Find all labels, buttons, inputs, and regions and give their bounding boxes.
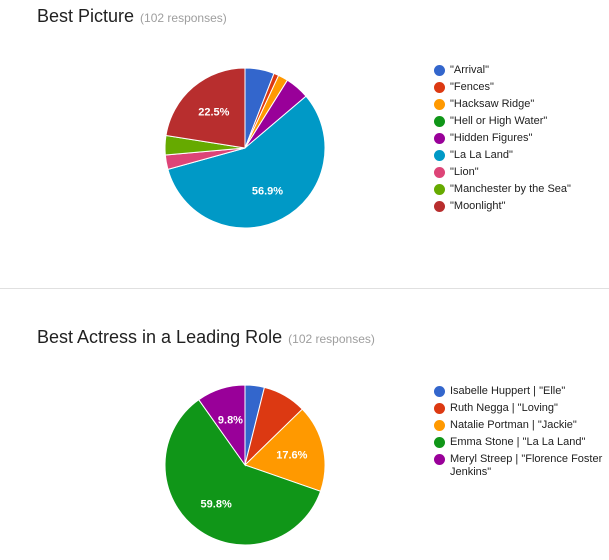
slice-data-label: 59.8% — [201, 498, 232, 510]
legend-swatch — [434, 116, 445, 127]
legend-item-isabelle-huppert-elle: Isabelle Huppert | "Elle" — [434, 385, 609, 398]
response-count: (102 responses) — [140, 11, 227, 25]
slice-data-label: 56.9% — [252, 185, 283, 197]
legend-swatch — [434, 99, 445, 110]
legend-label: "Manchester by the Sea" — [450, 183, 571, 195]
slice-data-label: 22.5% — [198, 107, 229, 119]
legend-item-hacksaw-ridge: "Hacksaw Ridge" — [434, 98, 609, 111]
legend-best-actress: Isabelle Huppert | "Elle" Ruth Negga | "L… — [434, 385, 609, 483]
legend-item-ruth-negga-loving: Ruth Negga | "Loving" — [434, 402, 609, 415]
legend-swatch — [434, 403, 445, 414]
legend-item-natalie-portman-jackie: Natalie Portman | "Jackie" — [434, 419, 609, 432]
legend-item-emma-stone-la-la-land: Emma Stone | "La La Land" — [434, 436, 609, 449]
legend-swatch — [434, 454, 445, 465]
legend-swatch — [434, 150, 445, 161]
legend-label: Ruth Negga | "Loving" — [450, 402, 558, 414]
legend-swatch — [434, 184, 445, 195]
legend-swatch — [434, 133, 445, 144]
legend-label: "Fences" — [450, 81, 494, 93]
question-header: Best Picture (102 responses) — [37, 6, 227, 27]
slice-data-label: 9.8% — [218, 414, 243, 426]
legend-item-meryl-streep-florence-foster-jenkins: Meryl Streep | "Florence Foster Jenkins" — [434, 453, 609, 479]
legend-item-lion: "Lion" — [434, 166, 609, 179]
card-divider — [0, 288, 609, 289]
legend-item-moonlight: "Moonlight" — [434, 200, 609, 213]
question-title: Best Picture — [37, 6, 135, 26]
legend-item-manchester-by-the-sea: "Manchester by the Sea" — [434, 183, 609, 196]
legend-label: "Arrival" — [450, 64, 489, 76]
legend-item-fences: "Fences" — [434, 81, 609, 94]
legend-label: Natalie Portman | "Jackie" — [450, 419, 577, 431]
legend-label: "Hell or High Water" — [450, 115, 548, 127]
question-title: Best Actress in a Leading Role — [37, 327, 283, 347]
legend-swatch — [434, 386, 445, 397]
legend-best-picture: "Arrival" "Fences" "Hacksaw Ridge" "Hell or… — [434, 64, 609, 217]
legend-label: "Moonlight" — [450, 200, 506, 212]
response-count: (102 responses) — [288, 332, 375, 346]
legend-swatch — [434, 437, 445, 448]
pie-slice-la-la-land — [167, 95, 326, 229]
pie-slice-natalie-portman-jackie — [244, 408, 326, 492]
legend-item-hell-or-high-water: "Hell or High Water" — [434, 115, 609, 128]
legend-item-hidden-figures: "Hidden Figures" — [434, 132, 609, 145]
slice-data-label: 17.6% — [276, 450, 307, 462]
legend-label: "La La Land" — [450, 149, 513, 161]
legend-label: "Hidden Figures" — [450, 132, 533, 144]
legend-label: Emma Stone | "La La Land" — [450, 436, 586, 448]
question-card-best-picture: Best Picture (102 responses) 56.9% 22.5% "… — [37, 6, 609, 229]
legend-swatch — [434, 65, 445, 76]
legend-label: Meryl Streep | "Florence Foster Jenkins" — [450, 453, 603, 478]
legend-swatch — [434, 201, 445, 212]
pie-chart-best-picture: 56.9% 22.5% — [164, 67, 326, 229]
legend-label: "Hacksaw Ridge" — [450, 98, 535, 110]
legend-swatch — [434, 82, 445, 93]
legend-label: "Lion" — [450, 166, 479, 178]
legend-swatch — [434, 167, 445, 178]
pie-slice-meryl-streep-florence-foster-jenkins — [198, 384, 246, 467]
pie-slice-emma-stone-la-la-land — [164, 399, 322, 546]
question-card-best-actress: Best Actress in a Leading Role (102 respo… — [0, 289, 609, 557]
pie-slice-moonlight — [165, 67, 246, 149]
question-header: Best Actress in a Leading Role (102 respo… — [37, 327, 375, 348]
legend-item-arrival: "Arrival" — [434, 64, 609, 77]
legend-item-la-la-land: "La La Land" — [434, 149, 609, 162]
pie-chart-best-actress: 17.6% 59.8% 9.8% — [164, 384, 326, 546]
legend-swatch — [434, 420, 445, 431]
legend-label: Isabelle Huppert | "Elle" — [450, 385, 566, 397]
